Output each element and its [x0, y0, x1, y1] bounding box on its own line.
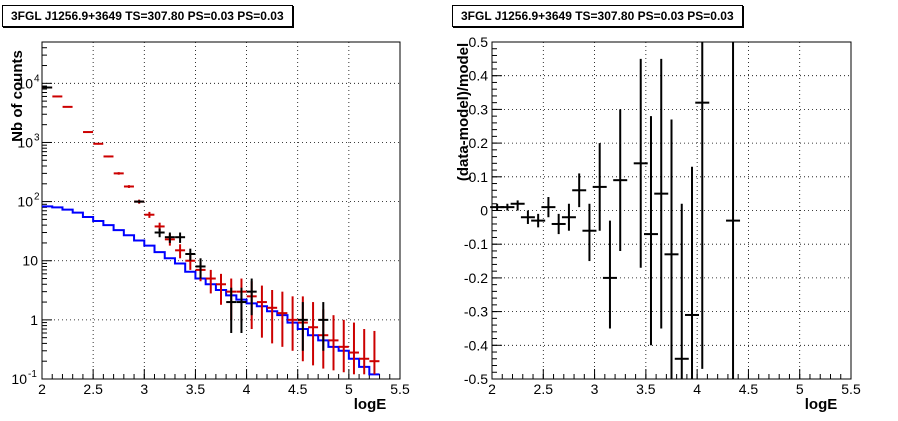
y-tick-label: -0.5: [464, 371, 488, 387]
y-tick-label: 0.2: [469, 135, 489, 151]
x-tick-label: 5.5: [841, 381, 861, 397]
y-tick-label: 104: [17, 73, 40, 91]
x-axis-label: logE: [354, 396, 387, 413]
y-tick-label: 0: [480, 203, 488, 219]
y-tick-label: -0.4: [464, 337, 488, 353]
y-tick-label: -0.2: [464, 270, 488, 286]
chart-title-right: 3FGL J1256.9+3649 TS=307.80 PS=0.03 PS=0…: [452, 5, 743, 27]
y-tick-label: 10: [22, 253, 38, 269]
y-tick-label: 0.1: [469, 169, 489, 185]
x-tick-label: 5: [345, 381, 353, 397]
counts-chart: 2 2.5 3 3.5 4 4.5 5 5.5 10-1 1 10 102 103 104 logE Nb o…: [9, 41, 410, 413]
y-tick-label: -0.3: [464, 304, 488, 320]
x-tick-label: 4: [693, 381, 701, 397]
x-tick-label: 4: [243, 381, 251, 397]
x-tick-label: 4.5: [739, 381, 759, 397]
y-tick-label: 0.5: [469, 34, 489, 50]
x-tick-label: 3.5: [186, 381, 206, 397]
x-tick-label: 2: [38, 381, 46, 397]
y-tick-label: 103: [17, 132, 40, 150]
y-tick-label: 0.4: [469, 68, 489, 84]
y-tick-label: 10-1: [11, 369, 37, 387]
y-tick-label: 1: [30, 312, 38, 328]
x-tick-label: 3: [591, 381, 599, 397]
chart-title-left: 3FGL J1256.9+3649 TS=307.80 PS=0.03 PS=0…: [2, 5, 293, 27]
y-tick-label: 102: [17, 192, 40, 210]
x-tick-label: 3: [140, 381, 148, 397]
plot-area: [42, 42, 400, 379]
x-tick-label: 3.5: [636, 381, 656, 397]
x-tick-label: 2.5: [534, 381, 554, 397]
residual-chart: 2 2.5 3 3.5 4 4.5 5 5.5 -0.5 -0.4 -0.3 -0.2 -0.1 0 0.1…: [455, 34, 861, 413]
x-axis-label: logE: [805, 396, 838, 413]
x-tick-label: 2: [488, 381, 496, 397]
y-tick-label: -0.1: [464, 236, 488, 252]
y-axis-label: (data-model)/model: [455, 43, 472, 181]
x-tick-label: 4.5: [288, 381, 308, 397]
y-axis-label: Nb of counts: [9, 50, 26, 142]
x-tick-label: 5: [796, 381, 804, 397]
y-tick-label: 0.3: [469, 101, 489, 117]
x-tick-label: 5.5: [390, 381, 410, 397]
x-tick-label: 2.5: [83, 381, 103, 397]
